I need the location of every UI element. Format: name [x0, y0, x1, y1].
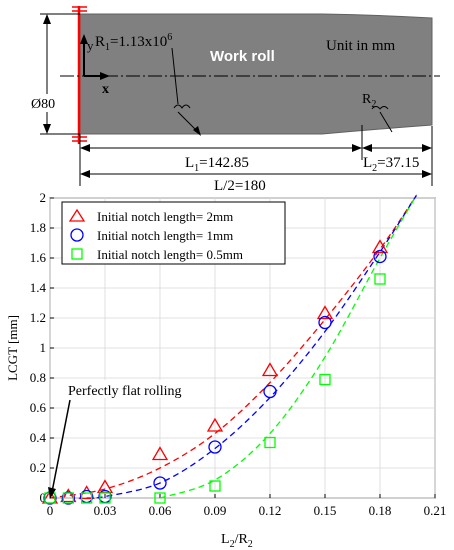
x-axis-title: L2/R2 — [221, 532, 253, 550]
y-tick-label: 1.4 — [30, 280, 47, 295]
marker-square-series-2 — [62, 492, 74, 504]
x-tick-label: 0.03 — [94, 503, 117, 518]
x-tick-label: 0.09 — [204, 503, 227, 518]
r2-label: R2 — [362, 92, 376, 110]
x-tick-label: 0.12 — [259, 503, 282, 518]
l2-arrow-left — [362, 144, 372, 152]
x-tick-label: 0.18 — [369, 503, 392, 518]
half-length-label: L/2=180 — [214, 178, 266, 194]
y-tick-label: 1.2 — [30, 310, 46, 325]
annotation-arrow-line — [51, 399, 71, 493]
fit-curves — [49, 194, 418, 499]
marker-square-series-2 — [264, 436, 276, 449]
legend-marker-square — [71, 248, 83, 260]
x-tick-label: 0.21 — [424, 503, 447, 518]
legend: Initial notch length= 2mm Initial notch … — [61, 201, 286, 265]
annotation-bg — [66, 380, 192, 398]
fit-curve-series-0 — [49, 194, 418, 499]
y-tick-label: 0.2 — [30, 460, 46, 475]
marker-circle-series-1 — [373, 249, 387, 264]
x-tick-label: 0.06 — [149, 503, 172, 518]
diameter-arrow-bottom — [43, 124, 51, 134]
y-ticks: 0 0.2 0.4 0.6 0.8 1 1.2 1.4 1.6 1.8 2 — [30, 190, 54, 505]
x-tick-label: 0.15 — [314, 503, 337, 518]
l2-arrow-right — [422, 144, 432, 152]
x-tick-label: 0 — [47, 503, 54, 518]
marker-triangle-series-0 — [316, 305, 334, 320]
marker-square-series-2 — [374, 273, 386, 285]
marker-triangle-series-0 — [60, 488, 77, 503]
x-ticks: 0 0.03 0.06 0.09 0.12 0.15 0.18 0.21 — [47, 494, 447, 518]
work-roll-body — [79, 13, 433, 135]
diameter-label: Ø80 — [31, 97, 55, 112]
x-axis-label: x — [102, 82, 109, 97]
l1-label: L1=142.85 — [185, 155, 249, 174]
marker-circle-series-1 — [263, 384, 277, 399]
y-axis-title: LCGT [mm] — [5, 315, 20, 381]
roll-label: Work roll — [210, 48, 275, 65]
y-tick-label: 1.8 — [30, 220, 46, 235]
y-tick-label: 1.6 — [30, 250, 47, 265]
marker-circle-series-1 — [208, 440, 222, 454]
marker-square-series-2 — [154, 492, 166, 504]
annotation-text: Perfectly flat rolling — [68, 384, 182, 399]
legend-marker-circle — [70, 228, 84, 242]
legend-entry-2: Initial notch length= 0.5mm — [97, 247, 243, 262]
length-dimension — [79, 125, 433, 186]
marker-square-series-2 — [319, 373, 331, 386]
work-roll-diagram: y x R1=1.13x106 Work roll Unit in mm Ø80… — [30, 6, 440, 194]
diameter-dimension — [40, 13, 80, 135]
x-arrow-head — [100, 72, 110, 80]
diameter-arrow-top — [43, 14, 51, 24]
marker-triangle-series-0 — [261, 362, 279, 377]
half-arrow-left — [80, 170, 90, 178]
unit-label: Unit in mm — [326, 38, 396, 54]
fit-curve-series-1 — [86, 194, 418, 499]
marker-triangle-series-0 — [151, 446, 169, 461]
r1-label: R1=1.13x106 — [95, 32, 172, 53]
legend-entry-0: Initial notch length= 2mm — [97, 209, 233, 224]
y-tick-label: 0.6 — [30, 400, 47, 415]
marker-triangle-series-0 — [371, 239, 389, 254]
marker-square-series-2 — [99, 492, 111, 504]
y-tick-label: 0.8 — [30, 370, 46, 385]
marker-circle-series-1 — [153, 476, 167, 490]
r2-leader — [371, 106, 393, 133]
y-axis-label: y — [87, 38, 94, 53]
marker-circle-series-1 — [61, 491, 75, 505]
diameter-label-bg — [30, 94, 66, 112]
marker-triangle-series-0 — [206, 417, 224, 432]
y-tick-label: 1 — [40, 340, 47, 355]
y-tick-label: 0 — [40, 490, 47, 505]
l1-arrow-left — [80, 144, 90, 152]
half-arrow-right — [422, 170, 432, 178]
fit-curve-series-2 — [159, 194, 418, 499]
y-tick-label: 0.4 — [30, 430, 47, 445]
legend-box — [61, 201, 286, 265]
lcgt-chart: 0 0.03 0.06 0.09 0.12 0.15 0.18 0.21 0 0.2 0.4 0.6… — [5, 190, 446, 550]
marker-square-series-2 — [81, 492, 93, 504]
marker-circle-series-1 — [318, 315, 332, 330]
marker-square-series-2 — [209, 480, 221, 492]
annotation-arrow-head — [48, 487, 56, 499]
y-tick-label: 2 — [40, 190, 47, 205]
r1-leader-arrow — [193, 126, 201, 136]
y-arrow-head — [80, 34, 88, 44]
legend-marker-triangle — [68, 208, 86, 222]
l2-label: L2=37.15 — [363, 155, 419, 174]
data-markers — [41, 239, 389, 505]
legend-entry-1: Initial notch length= 1mm — [97, 228, 233, 243]
edge-marks-top — [72, 6, 87, 12]
l1-arrow-right — [352, 144, 362, 152]
